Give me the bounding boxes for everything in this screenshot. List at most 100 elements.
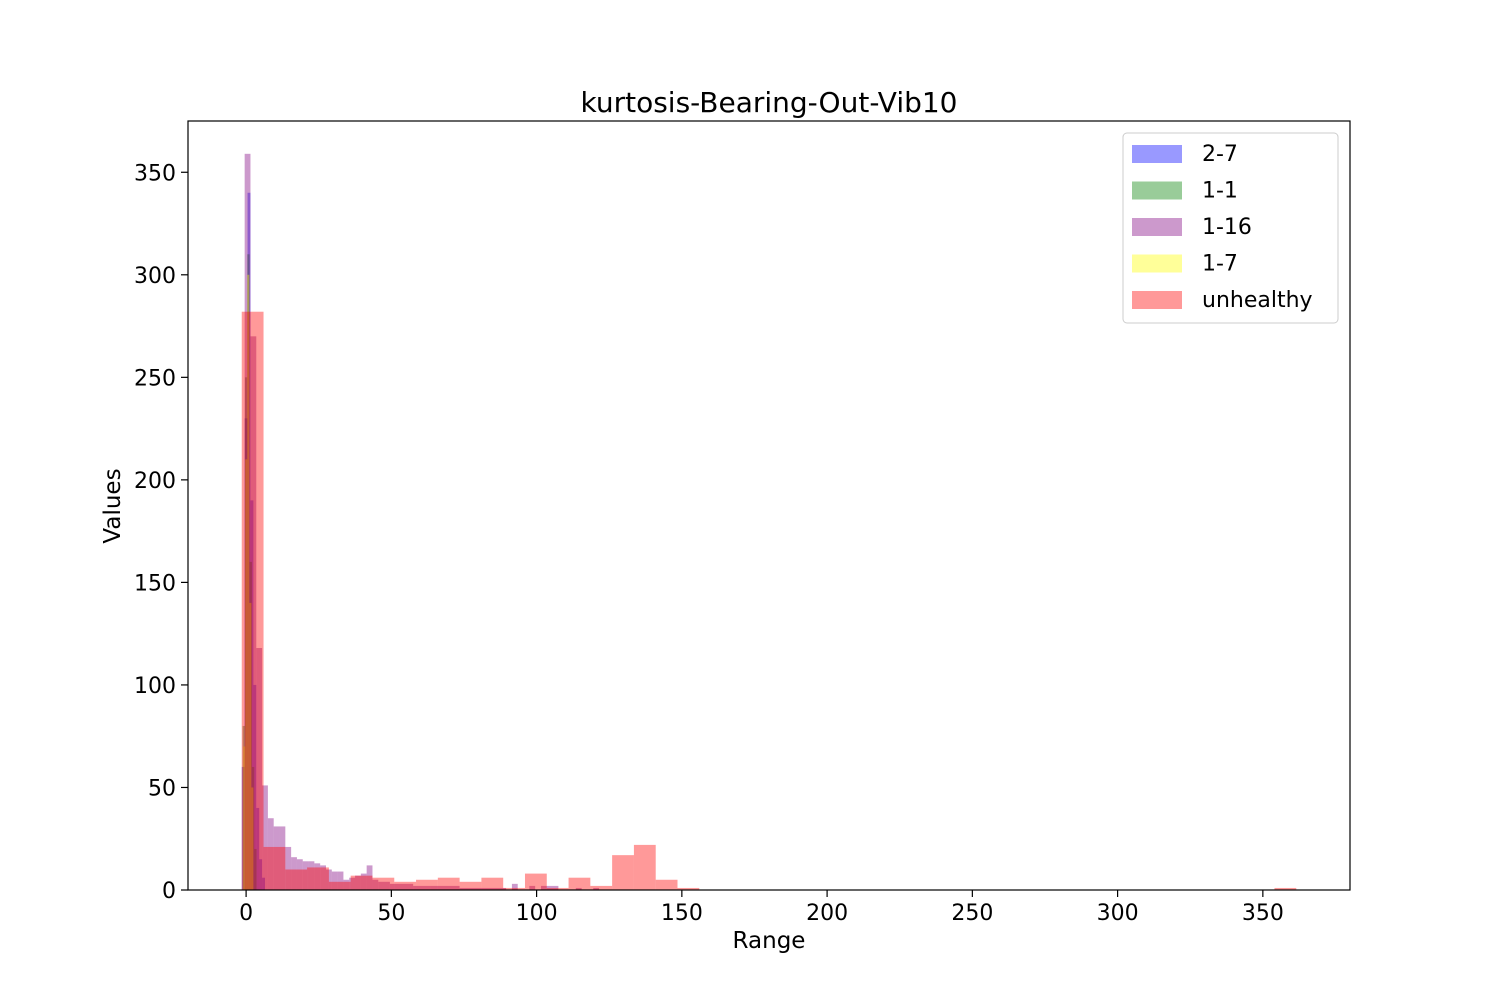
bar-2-7-6 xyxy=(259,859,263,890)
legend-label-1-7: 1-7 xyxy=(1202,252,1238,277)
x-tick-label-3: 150 xyxy=(661,901,703,926)
y-tick-label-6: 300 xyxy=(134,264,176,289)
bar-unhealthy-9 xyxy=(437,877,460,890)
x-axis-ticks: 0 50 100 150 200 250 300 350 xyxy=(239,890,1284,926)
bar-1-16-4 xyxy=(267,818,274,890)
bar-unhealthy-19 xyxy=(655,879,678,890)
bar-1-7-4 xyxy=(251,787,254,890)
bar-unhealthy-11 xyxy=(481,877,504,890)
bar-1-16-27 xyxy=(430,885,460,890)
bar-unhealthy-6 xyxy=(372,877,395,890)
bar-1-16-9 xyxy=(296,859,303,890)
y-tick-label-2: 100 xyxy=(134,674,176,699)
bar-2-7-4 xyxy=(253,684,257,890)
bar-unhealthy-15 xyxy=(568,877,591,890)
legend-swatch-1-16 xyxy=(1132,218,1182,236)
plot-frame xyxy=(187,120,1351,891)
x-tick-label-4: 200 xyxy=(806,901,848,926)
bar-1-16-26 xyxy=(413,885,431,890)
x-tick-label-0: 0 xyxy=(239,901,253,926)
bar-unhealthy-5 xyxy=(350,875,373,890)
y-tick-label-3: 150 xyxy=(134,571,176,596)
bar-unhealthy-14 xyxy=(546,887,569,890)
bar-1-1-2 xyxy=(247,254,250,891)
bar-unhealthy-17 xyxy=(612,855,634,890)
x-tick-label-7: 350 xyxy=(1242,901,1284,926)
bar-1-16-18 xyxy=(349,877,356,890)
bar-1-16-23 xyxy=(378,881,390,890)
bar-1-16-12 xyxy=(314,863,321,890)
bar-unhealthy-21 xyxy=(1274,887,1297,890)
bar-2-7-0 xyxy=(241,766,245,890)
legend: 2-7 1-1 1-16 1-7 unhealthy xyxy=(1122,132,1339,324)
bar-1-16-21 xyxy=(366,865,373,890)
bar-unhealthy-2 xyxy=(285,869,308,890)
bar-1-16-29 xyxy=(511,883,518,890)
bar-unhealthy-3 xyxy=(307,867,329,890)
bar-1-16-28 xyxy=(459,887,507,890)
bar-unhealthy-8 xyxy=(416,879,438,890)
bar-1-16-30 xyxy=(529,885,536,890)
bar-1-16-19 xyxy=(355,875,361,890)
bar-1-7-2 xyxy=(247,274,250,890)
bar-2-7-3 xyxy=(250,500,254,890)
legend-swatch-1-1 xyxy=(1132,181,1182,200)
bar-1-16-7 xyxy=(285,846,292,890)
bar-1-16-11 xyxy=(308,861,315,890)
bar-1-16-32 xyxy=(575,887,582,890)
bar-1-16-17 xyxy=(343,879,350,890)
x-tick-label-1: 50 xyxy=(377,901,405,926)
bar-1-16-31 xyxy=(540,885,559,890)
bar-1-16-14 xyxy=(325,869,332,890)
bar-unhealthy-20 xyxy=(677,887,700,890)
bar-1-1-0 xyxy=(242,725,245,890)
y-tick-label-5: 250 xyxy=(134,366,176,391)
x-tick-label-6: 300 xyxy=(1097,901,1139,926)
bar-1-16-33 xyxy=(593,887,600,890)
bar-2-7-1 xyxy=(244,418,248,890)
bar-unhealthy-4 xyxy=(328,881,351,890)
x-tick-label-5: 250 xyxy=(951,901,993,926)
bar-1-1-4 xyxy=(251,766,255,890)
bar-1-16-22 xyxy=(372,879,379,890)
y-tick-label-0: 0 xyxy=(162,879,176,904)
bar-unhealthy-10 xyxy=(459,881,482,890)
bar-1-7-1 xyxy=(245,459,248,890)
bar-1-1-3 xyxy=(249,561,252,890)
bar-2-7-2 xyxy=(247,192,251,890)
bar-unhealthy-18 xyxy=(633,844,656,890)
legend-swatch-1-7 xyxy=(1132,254,1182,273)
bar-unhealthy-1 xyxy=(263,846,286,890)
bar-1-16-3 xyxy=(262,785,268,890)
bar-unhealthy-12 xyxy=(503,887,525,890)
bar-1-16-10 xyxy=(302,861,309,890)
bar-1-16-15 xyxy=(331,871,338,890)
bar-1-16-0 xyxy=(244,153,251,890)
legend-swatch-2-7 xyxy=(1132,145,1182,163)
bar-unhealthy-16 xyxy=(590,885,613,890)
bar-1-16-24 xyxy=(389,883,402,890)
legend-label-1-1: 1-1 xyxy=(1202,179,1238,204)
y-tick-label-4: 200 xyxy=(134,469,176,494)
legend-label-unhealthy: unhealthy xyxy=(1202,288,1313,313)
bar-1-7-3 xyxy=(249,602,252,890)
legend-swatch-unhealthy xyxy=(1132,291,1182,309)
bar-1-16-1 xyxy=(250,336,257,890)
chart-title: kurtosis-Bearing-Out-Vib10 xyxy=(580,86,957,119)
bar-1-1-5 xyxy=(254,848,257,890)
bar-unhealthy-0 xyxy=(241,311,264,891)
bar-1-16-13 xyxy=(320,865,326,890)
legend-label-2-7: 2-7 xyxy=(1202,142,1238,167)
y-tick-label-1: 50 xyxy=(148,776,176,801)
bar-1-16-6 xyxy=(279,826,286,890)
histogram-bars xyxy=(241,153,1297,891)
x-tick-label-2: 100 xyxy=(516,901,558,926)
bar-1-16-8 xyxy=(291,857,297,890)
bar-2-7-7 xyxy=(262,877,265,890)
y-axis-label: Values xyxy=(100,468,126,543)
legend-label-1-16: 1-16 xyxy=(1202,215,1252,240)
bar-1-16-2 xyxy=(256,648,263,890)
bar-1-16-25 xyxy=(401,883,414,890)
bar-1-7-0 xyxy=(243,746,246,890)
y-axis-ticks: 0 50 100 150 200 250 300 350 xyxy=(134,161,188,904)
